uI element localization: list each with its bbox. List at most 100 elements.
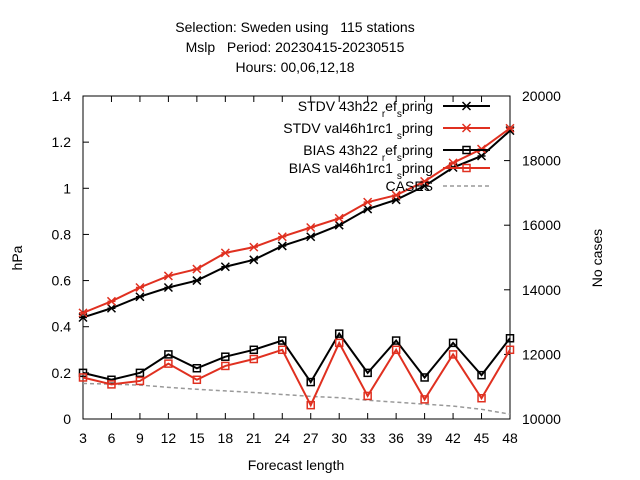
y2-tick-label: 18000: [522, 153, 561, 169]
x-tick-label: 15: [189, 430, 205, 446]
legend-label: CASES: [386, 178, 433, 194]
series-line: [82, 340, 511, 408]
data-point: [78, 368, 88, 378]
title-line-1: Selection: Sweden using 115 stations: [175, 19, 414, 35]
data-point: [420, 373, 429, 382]
data-point: [448, 338, 458, 348]
y2-axis-label: No cases: [589, 229, 605, 287]
x-tick-label: 6: [108, 430, 116, 446]
legend-label: BIAS val46h1rc1 spring: [289, 160, 433, 182]
series-4: [82, 382, 511, 415]
series-3: [78, 338, 515, 410]
data-point: [477, 393, 486, 403]
x-tick-label: 39: [417, 430, 433, 446]
data-point: [220, 248, 230, 258]
series-line: [82, 331, 511, 384]
data-point: [505, 123, 515, 133]
y2-tick-label: 20000: [522, 88, 561, 104]
y-tick-label: 1: [63, 180, 71, 196]
y-axis-left: 0 0.2 0.4 0.6 0.8 1 1.2 1.4: [52, 88, 89, 427]
x-tick-label: 3: [79, 430, 87, 446]
data-point: [277, 232, 287, 242]
data-point: [163, 282, 173, 293]
data-point: [306, 400, 315, 410]
y-tick-label: 0.8: [52, 226, 72, 242]
data-point: [221, 361, 230, 371]
data-point: [135, 292, 145, 302]
x-tick-label: 42: [445, 430, 461, 446]
data-point: [306, 377, 315, 387]
x-tick-label: 12: [161, 430, 177, 446]
data-point: [505, 334, 515, 343]
legend-entry: BIAS val46h1rc1 spring: [289, 160, 490, 182]
data-point: [192, 363, 202, 373]
data-point: [448, 350, 458, 359]
x-tick-label: 18: [218, 430, 234, 446]
data-point: [334, 213, 344, 223]
y2-tick-label: 16000: [522, 217, 561, 233]
data-point: [221, 352, 230, 361]
data-point: [363, 204, 373, 214]
data-point: [391, 190, 401, 200]
data-point: [278, 336, 287, 345]
data-point: [106, 303, 116, 313]
data-point: [78, 308, 88, 318]
y2-tick-label: 10000: [522, 411, 561, 427]
legend-entry: STDV val46h1rc1 spring: [283, 120, 490, 142]
legend-marker: [462, 145, 471, 155]
data-point: [477, 151, 487, 161]
series-0: [78, 126, 515, 323]
legend-entry: STDV 43h22 refspring: [298, 98, 490, 120]
y-tick-label: 0: [63, 411, 71, 427]
x-tick-label: 36: [388, 430, 404, 446]
x-tick-label: 27: [303, 430, 319, 446]
title-line-3: Hours: 00,06,12,18: [235, 59, 354, 75]
data-point: [391, 345, 401, 355]
data-point: [192, 264, 202, 274]
plot-frame: [82, 95, 511, 420]
data-point: [249, 255, 259, 265]
data-point: [106, 296, 116, 306]
y-axis-right: 10000 12000 14000 16000 18000 20000: [504, 88, 561, 427]
data-point: [420, 176, 430, 186]
data-point: [164, 359, 173, 368]
data-point: [448, 158, 458, 168]
data-point: [135, 368, 145, 378]
legend-entry: BIAS 43h22 refspring: [303, 142, 490, 164]
legend-marker: [461, 123, 472, 133]
data-point: [505, 345, 515, 355]
series-line: [82, 382, 511, 415]
data-point: [420, 395, 429, 404]
data-point: [107, 380, 116, 389]
data-point: [306, 222, 316, 233]
legend-label: STDV 43h22 refspring: [298, 98, 433, 120]
data-point: [164, 350, 173, 359]
data-point: [306, 232, 316, 242]
data-point: [334, 338, 344, 348]
series-1: [78, 123, 515, 318]
x-tick-label: 45: [474, 430, 490, 446]
y-tick-label: 0.4: [52, 319, 72, 335]
legend-entry: CASES: [386, 178, 490, 194]
data-point: [135, 376, 145, 386]
y-tick-label: 0.6: [52, 273, 72, 289]
x-axis-label: Forecast length: [248, 457, 345, 473]
data-point: [249, 345, 259, 355]
series-line: [82, 127, 511, 314]
x-tick-label: 21: [246, 430, 262, 446]
data-point: [391, 336, 401, 345]
data-point: [78, 373, 88, 382]
series-2: [78, 329, 515, 387]
series-layer: [78, 123, 515, 415]
data-point: [163, 271, 173, 281]
data-point: [249, 354, 259, 364]
data-point: [363, 368, 372, 378]
legend-label: BIAS 43h22 refspring: [303, 142, 433, 164]
x-axis: 3 6 9 12 15 18 21 24 27 30 33 36 39 42 45 48: [79, 96, 518, 446]
data-point: [277, 241, 287, 251]
data-point: [192, 276, 202, 286]
legend-marker: [461, 101, 472, 111]
data-point: [278, 345, 287, 355]
